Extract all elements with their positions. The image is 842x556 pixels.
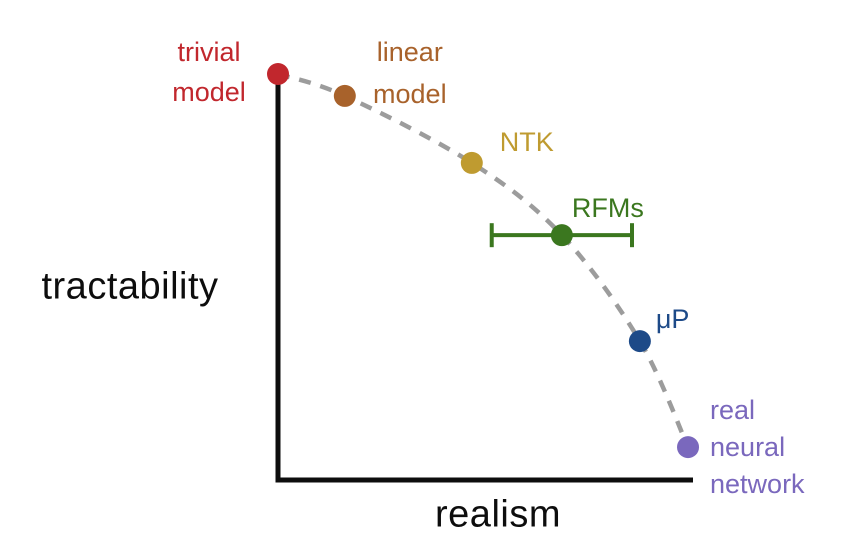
y-axis-label: tractability [41,265,219,308]
data-point-real-neural-network [677,436,700,459]
point-label-trivial-model-line-2: model [172,77,246,107]
x-axis-label: realism [435,493,561,536]
data-point-ntk [460,151,483,174]
point-label-ntk: NTK [500,127,554,157]
data-point-mu-p [628,330,651,353]
data-point-trivial-model [267,63,289,85]
point-label-rfms: RFMs [572,193,644,223]
point-label-linear-model-line-2: model [373,79,447,109]
data-point-rfms [550,224,573,247]
point-label-mu-p: μP [656,304,690,334]
point-label-trivial-model-line-1: trivial [177,37,240,67]
data-point-linear-model [333,84,356,107]
tradeoff-curve [277,71,691,449]
point-label-real-neural-network-line-2: neural [710,432,785,462]
point-label-real-neural-network-line-3: network [710,469,805,499]
point-label-real-neural-network-line-1: real [710,395,755,425]
point-label-linear-model-line-1: linear [377,37,443,67]
